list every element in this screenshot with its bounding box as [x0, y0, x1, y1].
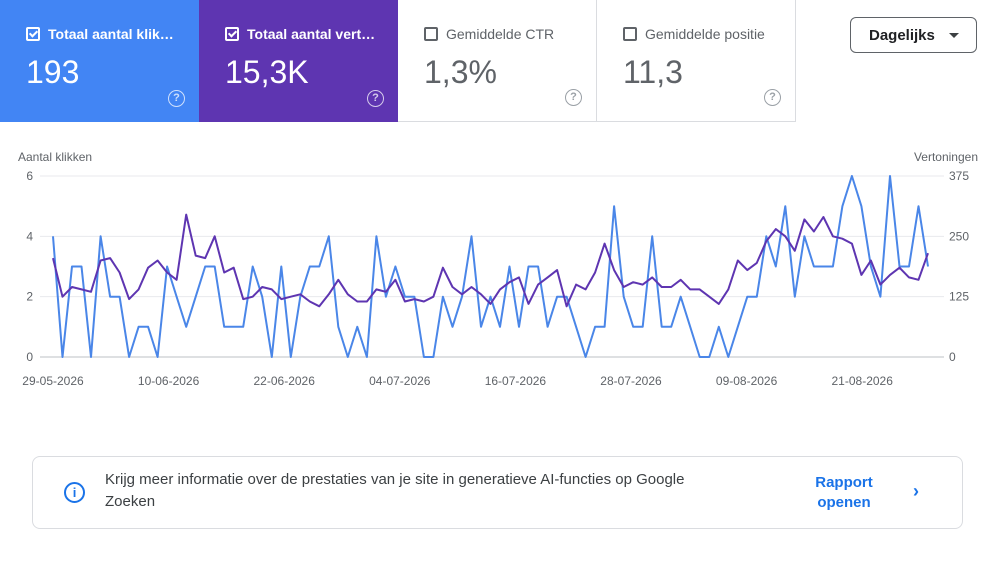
x-tick-label: 29-05-2026 [22, 374, 84, 388]
banner-message: Krijg meer informatie over de prestaties… [105, 471, 685, 510]
left-tick-label: 6 [26, 169, 33, 183]
right-tick-label: 250 [949, 229, 969, 243]
metric-value: 15,3K [225, 54, 309, 90]
metric-label: Gemiddelde CTR [446, 26, 555, 42]
metric-card-average-ctr[interactable]: Gemiddelde CTR 1,3% ? [398, 0, 597, 122]
right-tick-label: 0 [949, 350, 956, 364]
metric-card-average-position[interactable]: Gemiddelde positie 11,3 ? [597, 0, 796, 122]
left-tick-label: 0 [26, 350, 33, 364]
checkbox-checked-icon[interactable] [225, 27, 239, 41]
granularity-dropdown[interactable]: Dagelijks [850, 17, 977, 53]
info-icon: i [64, 482, 85, 503]
x-tick-label: 22-06-2026 [254, 374, 316, 388]
performance-chart[interactable]: 0 2 4 6 0 125 250 375 29-05-2026 10-06-2026 22-06-… [0, 160, 995, 400]
metric-label: Gemiddelde positie [645, 26, 765, 42]
help-icon[interactable]: ? [367, 90, 384, 107]
metric-label: Totaal aantal klikk… [48, 26, 178, 42]
chevron-right-icon[interactable]: › [913, 481, 919, 501]
x-tick-label: 10-06-2026 [138, 374, 200, 388]
checkbox-unchecked-icon[interactable] [424, 27, 438, 41]
impressions-series-line [52, 213, 929, 308]
x-tick-label: 16-07-2026 [485, 374, 547, 388]
right-tick-label: 125 [949, 290, 969, 304]
clicks-series-line [52, 175, 929, 358]
right-tick-label: 375 [949, 169, 969, 183]
metric-value: 11,3 [623, 54, 683, 90]
metric-value: 193 [26, 54, 80, 90]
metric-card-header: Gemiddelde CTR [424, 26, 554, 42]
open-report-link[interactable]: Rapport openen [815, 474, 873, 511]
help-icon[interactable]: ? [168, 90, 185, 107]
left-axis-title: Aantal klikken [18, 150, 93, 164]
metric-value: 1,3% [424, 54, 497, 90]
left-tick-label: 2 [26, 290, 33, 304]
x-tick-label: 21-08-2026 [832, 374, 894, 388]
checkbox-unchecked-icon[interactable] [623, 27, 637, 41]
left-tick-label: 4 [26, 229, 33, 243]
help-icon[interactable]: ? [764, 89, 781, 106]
x-tick-label: 28-07-2026 [600, 374, 662, 388]
right-axis-title: Vertoningen [913, 150, 978, 164]
ai-features-banner: i Krijg meer informatie over de prestati… [32, 456, 963, 529]
metric-card-header: Totaal aantal klikk… [26, 26, 178, 42]
metric-card-header: Gemiddelde positie [623, 26, 765, 42]
checkbox-checked-icon[interactable] [26, 27, 40, 41]
help-icon[interactable]: ? [565, 89, 582, 106]
metric-card-header: Totaal aantal vert… [225, 26, 375, 42]
metric-cards: Totaal aantal klikk… 193 ? Totaal aantal… [0, 0, 796, 122]
dropdown-label: Dagelijks [869, 26, 935, 44]
caret-down-icon [949, 33, 959, 38]
metric-card-total-clicks[interactable]: Totaal aantal klikk… 193 ? [0, 0, 199, 122]
x-tick-label: 04-07-2026 [369, 374, 431, 388]
metric-card-total-impressions[interactable]: Totaal aantal vert… 15,3K ? [199, 0, 398, 122]
x-tick-label: 09-08-2026 [716, 374, 778, 388]
metric-label: Totaal aantal vert… [247, 26, 376, 42]
